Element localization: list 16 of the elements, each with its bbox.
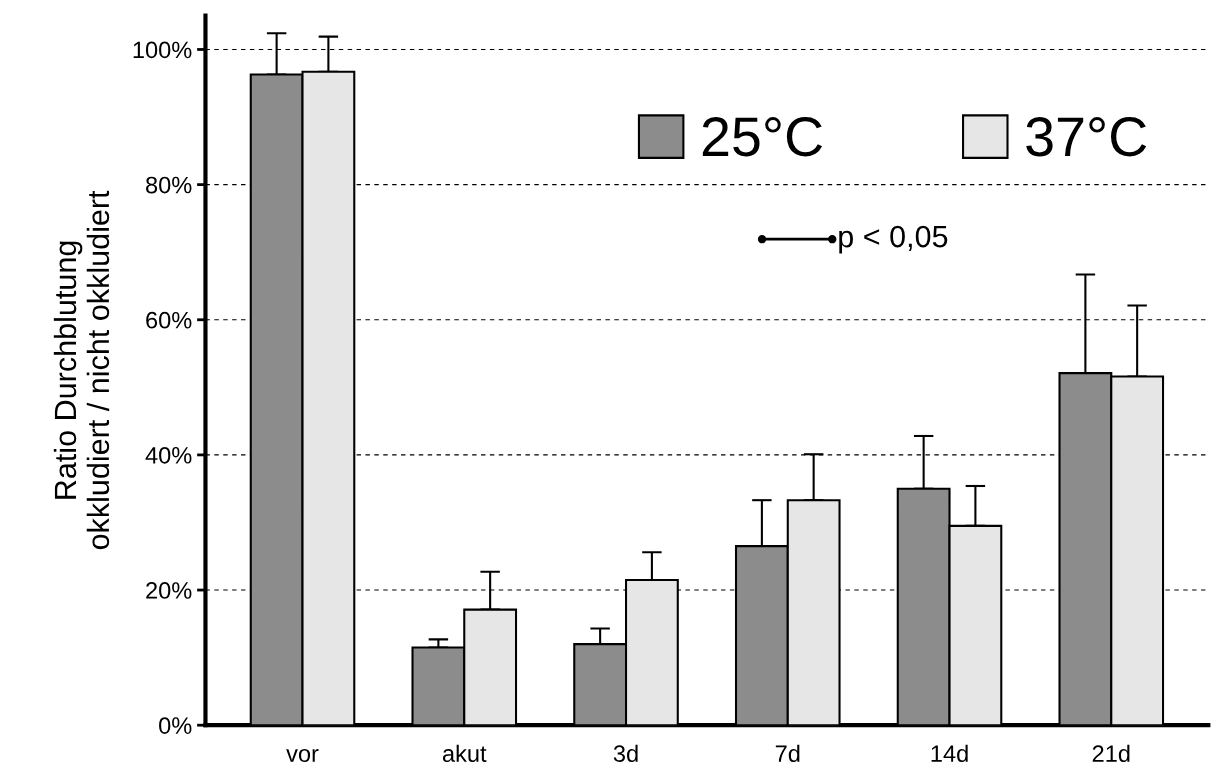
x-tick-label: 3d	[613, 744, 638, 762]
x-tick-label: 7d	[775, 744, 800, 762]
legend-label: 37°C	[1026, 117, 1147, 157]
x-tick-label: akut	[442, 744, 487, 762]
legend-label: 25°C	[702, 117, 823, 157]
y-tick-label: 100%	[133, 41, 192, 59]
y-tick-label: 80%	[146, 176, 192, 194]
annotation: p < 0,05	[839, 225, 948, 254]
y-tick-label: 20%	[146, 582, 192, 599]
y-tick-label: 0%	[159, 717, 192, 734]
x-tick-label: 21d	[1092, 744, 1130, 762]
y-tick-label: 40%	[145, 446, 192, 464]
x-tick-label: 14d	[931, 744, 968, 762]
y-axis-title: Ratio Durchblutung okkludiert / nicht okkludiert	[53, 190, 110, 550]
y-tick-label: 60%	[146, 311, 192, 329]
x-tick-label: vor	[286, 749, 319, 762]
